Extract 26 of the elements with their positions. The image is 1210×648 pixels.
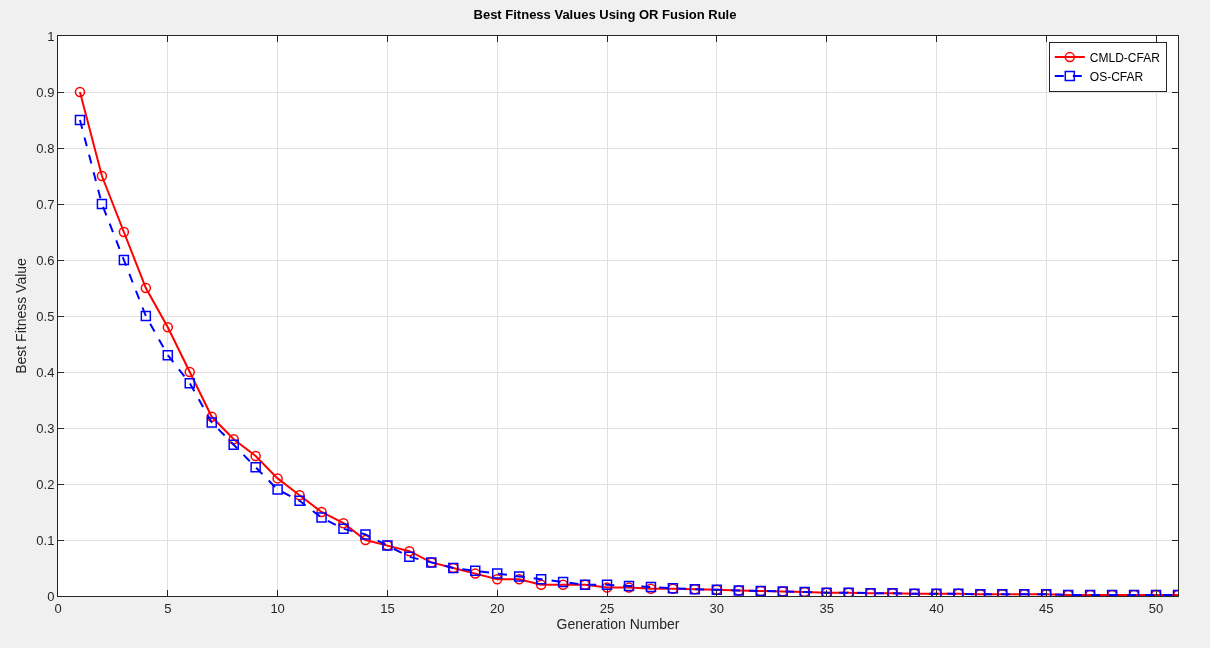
y-tick-label: 0.3	[36, 420, 55, 436]
x-tick-label: 25	[599, 600, 615, 616]
x-axis-title: Generation Number	[556, 615, 680, 632]
y-tick-label: 0.8	[36, 140, 55, 156]
x-tick-label: 50	[1148, 600, 1164, 616]
y-axis-title: Best Fitness Value	[12, 257, 29, 374]
y-tick-label: 0.1	[36, 532, 55, 548]
x-tick-label: 45	[1039, 600, 1054, 616]
y-tick-label: 0.7	[36, 196, 55, 212]
x-tick-label: 5	[164, 600, 172, 616]
legend-label: CMLD-CFAR	[1089, 50, 1161, 65]
x-tick-label: 30	[709, 600, 725, 616]
x-tick-label: 10	[270, 600, 285, 616]
y-tick-label: 0.6	[36, 252, 55, 268]
legend-label: OS-CFAR	[1089, 69, 1144, 84]
x-tick-label: 20	[489, 600, 505, 616]
x-tick-label: 40	[929, 600, 944, 616]
chart-title: Best Fitness Values Using OR Fusion Rule	[473, 6, 737, 22]
y-tick-label: 0	[47, 588, 55, 604]
x-tick-label: 15	[380, 600, 395, 616]
y-tick-label: 0.2	[36, 476, 55, 492]
y-tick-label: 0.5	[36, 308, 55, 324]
y-tick-label: 0.4	[36, 364, 55, 380]
y-tick-label: 0.9	[36, 84, 55, 100]
y-tick-label: 1	[47, 28, 55, 44]
x-tick-label: 35	[819, 600, 834, 616]
